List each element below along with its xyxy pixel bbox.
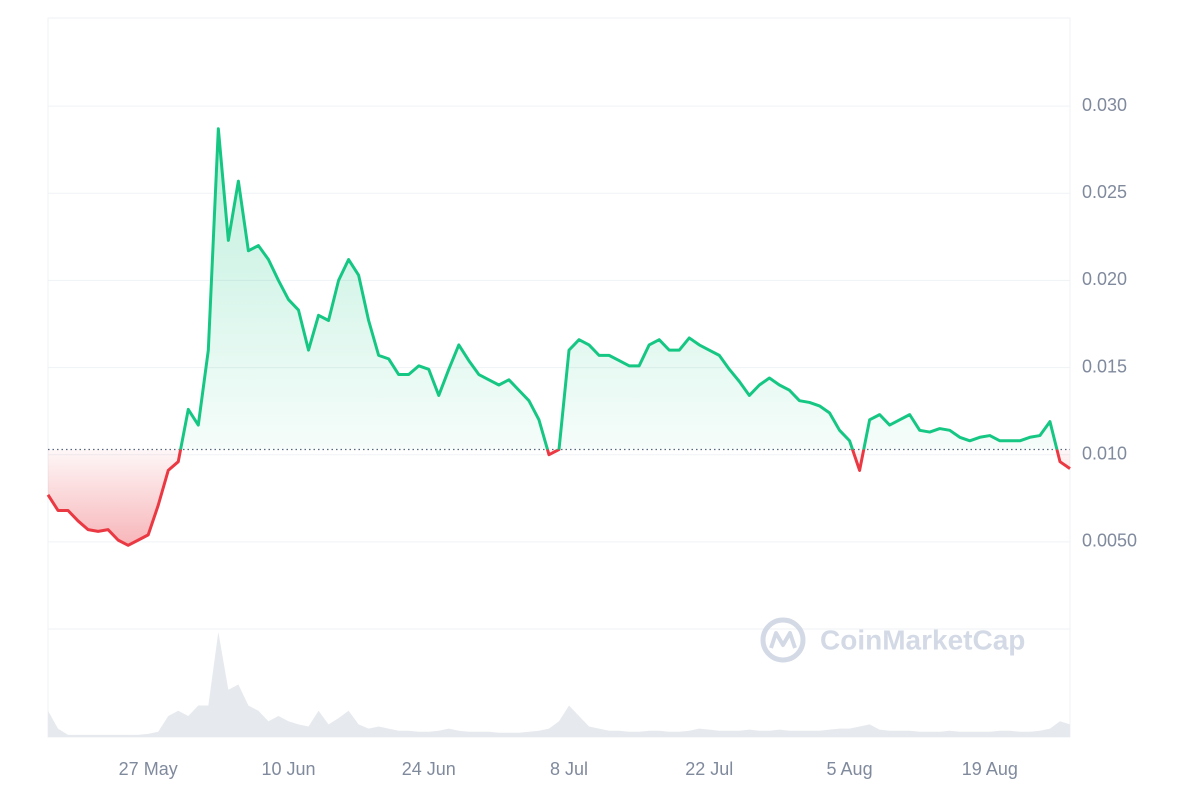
x-tick-label: 10 Jun [261, 759, 315, 779]
y-tick-label: 0.025 [1082, 182, 1127, 202]
x-tick-label: 19 Aug [962, 759, 1018, 779]
watermark-logo-mark [769, 631, 797, 649]
grid [48, 105, 1070, 543]
price-line [46, 127, 1071, 547]
x-tick-label: 24 Jun [402, 759, 456, 779]
y-tick-label: 0.010 [1082, 443, 1127, 463]
y-tick-label: 0.015 [1082, 356, 1127, 376]
y-tick-label: 0.030 [1082, 95, 1127, 115]
watermark: CoinMarketCap [760, 617, 1025, 663]
price-layer [46, 127, 1071, 547]
watermark-logo [760, 617, 806, 663]
x-tick-label: 5 Aug [827, 759, 873, 779]
x-tick-label: 27 May [119, 759, 178, 779]
watermark-text: CoinMarketCap [820, 624, 1025, 655]
y-tick-label: 0.020 [1082, 269, 1127, 289]
axes: 0.030 0.025 0.020 0.015 0.010 0.0050 27 May 10 … [119, 95, 1137, 779]
price-area [48, 128, 1070, 546]
x-tick-label: 8 Jul [550, 759, 588, 779]
y-tick-label: 0.0050 [1082, 531, 1137, 551]
x-tick-label: 22 Jul [685, 759, 733, 779]
